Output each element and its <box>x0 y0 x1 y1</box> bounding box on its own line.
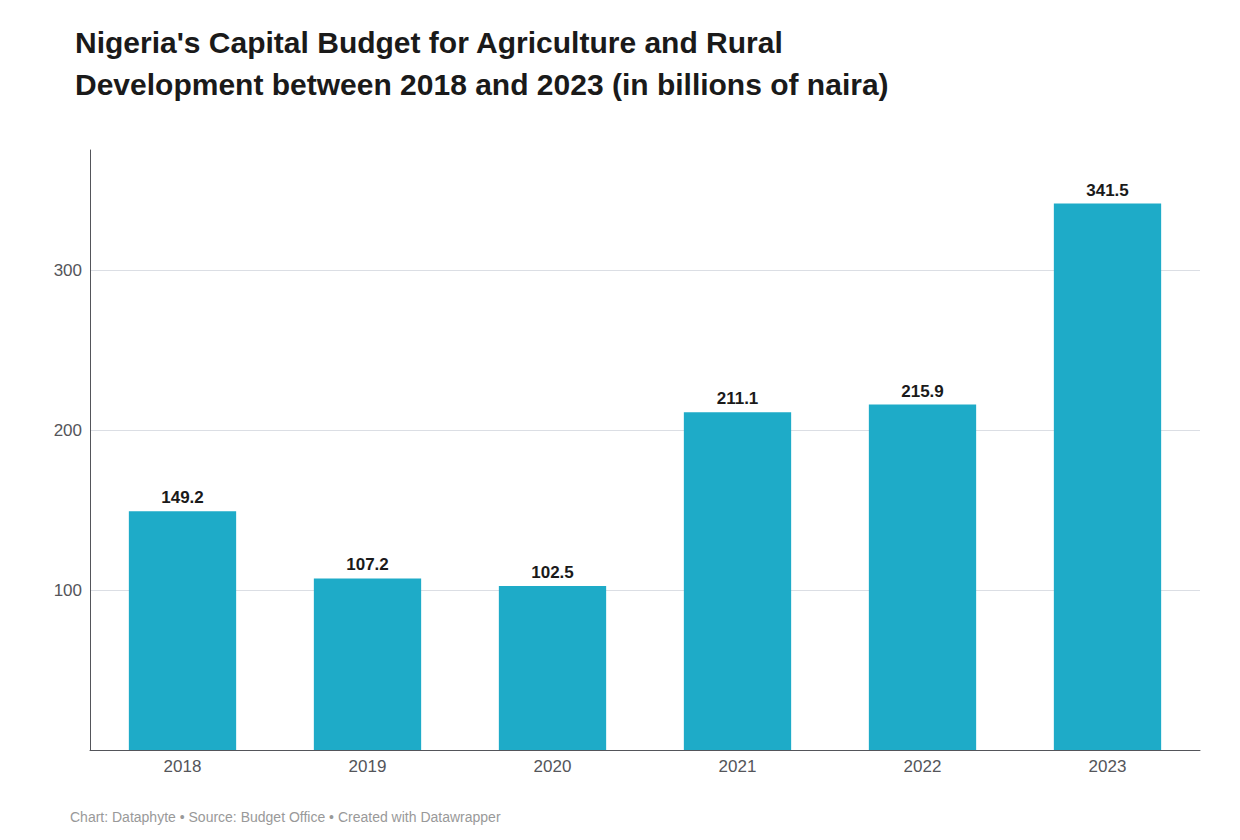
svg-text:2018: 2018 <box>164 757 202 776</box>
svg-text:Chart: Dataphyte • Source: Bud: Chart: Dataphyte • Source: Budget Office… <box>70 809 501 825</box>
svg-text:Development between 2018 and 2: Development between 2018 and 2023 (in bi… <box>75 68 889 101</box>
svg-text:2021: 2021 <box>719 757 757 776</box>
svg-text:341.5: 341.5 <box>1086 181 1129 200</box>
svg-text:2020: 2020 <box>534 757 572 776</box>
svg-text:107.2: 107.2 <box>346 555 389 574</box>
svg-text:2022: 2022 <box>904 757 942 776</box>
svg-text:100: 100 <box>54 581 82 600</box>
svg-text:211.1: 211.1 <box>717 389 759 408</box>
svg-text:102.5: 102.5 <box>531 563 574 582</box>
svg-text:149.2: 149.2 <box>161 488 204 507</box>
svg-text:Nigeria's Capital Budget for A: Nigeria's Capital Budget for Agriculture… <box>75 26 783 59</box>
svg-text:2019: 2019 <box>349 757 387 776</box>
svg-text:2023: 2023 <box>1089 757 1127 776</box>
svg-text:200: 200 <box>54 421 82 440</box>
svg-text:300: 300 <box>54 261 82 280</box>
svg-text:215.9: 215.9 <box>901 382 944 401</box>
